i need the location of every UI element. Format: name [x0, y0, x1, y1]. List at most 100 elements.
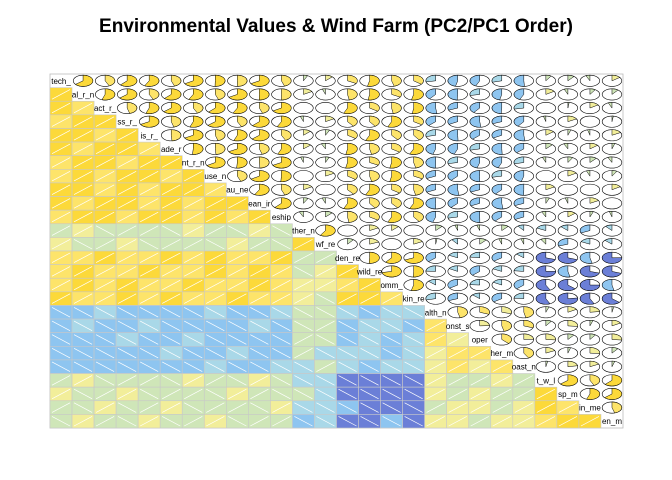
pie-slice [469, 197, 480, 207]
shade-hatch [139, 334, 159, 345]
shade-hatch [51, 416, 71, 427]
pie-slice [447, 102, 458, 111]
pie-outline [381, 238, 402, 251]
shade-hatch [206, 184, 225, 195]
shade-hatch [184, 402, 203, 413]
shade-hatch [95, 307, 115, 318]
shade-hatch [250, 361, 269, 372]
shade-hatch [382, 334, 401, 345]
shade-hatch [338, 375, 357, 386]
pie-slice [409, 197, 424, 210]
pie-slice [391, 88, 402, 98]
shade-hatch [250, 416, 269, 427]
pie-slice [250, 74, 270, 87]
shade-hatch [73, 375, 93, 386]
pie-slice [491, 102, 503, 114]
variable-label: ean_ir [248, 199, 271, 208]
pie-slice [513, 74, 525, 87]
shade-hatch [73, 198, 93, 209]
pie-slice [447, 211, 458, 219]
pie-slice [258, 88, 270, 101]
shade-hatch [162, 252, 181, 263]
shade-hatch [139, 416, 159, 427]
shade-hatch [162, 375, 181, 386]
shade-hatch [184, 184, 203, 195]
pie-slice [523, 333, 534, 340]
pie-slice [513, 211, 525, 220]
shade-hatch [95, 293, 115, 304]
pie-slice [513, 88, 525, 100]
variable-label: ther_n [292, 227, 315, 236]
pie-slice [515, 251, 525, 259]
shade-hatch [492, 361, 511, 372]
shade-hatch [294, 416, 313, 427]
pie-slice [228, 143, 248, 155]
pie-slice [607, 102, 613, 109]
pie-slice [325, 129, 331, 136]
shade-hatch [51, 334, 71, 345]
pie-slice [236, 156, 248, 169]
pie-slice [347, 238, 354, 245]
shade-hatch [117, 198, 137, 209]
pie-slice [435, 238, 438, 245]
pie-outline [535, 170, 556, 183]
pie-slice [413, 238, 423, 245]
pie-slice [513, 279, 525, 290]
shade-hatch [117, 157, 137, 168]
shade-hatch [514, 402, 534, 413]
pie-slice [491, 251, 503, 262]
shade-hatch [206, 361, 225, 372]
pie-slice [347, 129, 358, 139]
variable-label: act_r_ [94, 104, 117, 113]
pie-slice [207, 102, 226, 114]
shade-hatch [250, 225, 269, 236]
shade-hatch [162, 279, 181, 291]
pie-outline [579, 115, 601, 128]
shade-hatch [51, 402, 71, 413]
pie-slice [281, 74, 292, 87]
shade-hatch [73, 279, 93, 291]
shade-hatch [272, 375, 291, 386]
pie-slice [215, 143, 226, 155]
variable-label: omm_ [380, 281, 403, 290]
shade-hatch [184, 252, 203, 263]
pie-slice [277, 143, 292, 155]
shade-hatch [95, 375, 115, 386]
pie-slice [523, 306, 534, 319]
shade-hatch [184, 375, 203, 386]
shade-hatch [51, 116, 71, 127]
pie-slice [447, 183, 460, 196]
pie-slice [513, 115, 525, 127]
pie-outline [579, 183, 601, 196]
shade-hatch [338, 361, 357, 372]
shade-hatch [184, 266, 203, 277]
pie-slice [491, 115, 503, 125]
shade-hatch [117, 347, 137, 359]
pie-slice [321, 197, 326, 205]
shade-hatch [139, 347, 159, 359]
pie-slice [250, 170, 270, 182]
pie-slice [280, 170, 292, 182]
shade-hatch [360, 375, 379, 386]
shade-hatch [316, 361, 335, 372]
shade-hatch [426, 320, 445, 332]
pie-slice [425, 143, 436, 155]
pie-slice [447, 170, 458, 181]
shade-hatch [316, 347, 335, 359]
shade-hatch [73, 225, 93, 236]
pie-slice [259, 156, 270, 169]
shade-hatch [558, 402, 578, 413]
pie-slice [413, 74, 424, 85]
shade-hatch [360, 416, 379, 427]
pie-slice [589, 143, 599, 150]
pie-slice [425, 265, 436, 272]
shade-hatch [73, 252, 93, 263]
pie-slice [413, 156, 424, 169]
pie-slice [75, 74, 94, 87]
pie-slice [369, 211, 380, 221]
shade-hatch [250, 293, 269, 304]
pie-slice [580, 238, 591, 245]
shade-hatch [95, 170, 115, 182]
shade-hatch [184, 198, 203, 209]
pie-slice [604, 374, 623, 387]
